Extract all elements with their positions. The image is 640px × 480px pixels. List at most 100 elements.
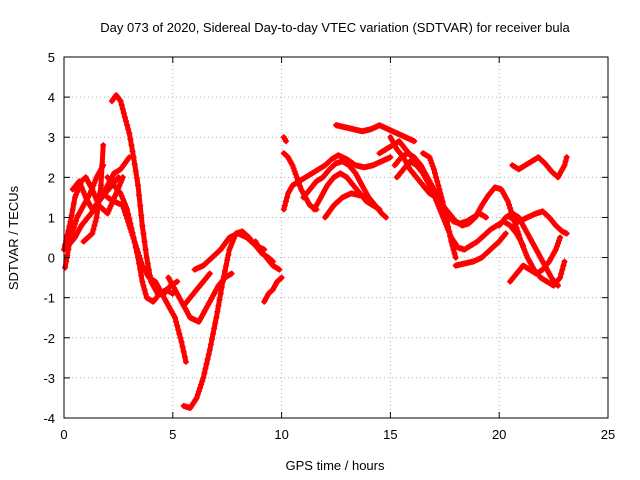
- data-point: [124, 122, 131, 129]
- series-arc-15: [280, 134, 289, 145]
- data-point: [291, 168, 298, 175]
- data-point: [202, 365, 209, 372]
- data-point: [210, 330, 217, 337]
- data-point: [64, 232, 71, 239]
- data-point: [435, 182, 442, 189]
- data-point: [436, 186, 443, 193]
- data-point: [452, 254, 459, 261]
- data-point: [514, 228, 521, 235]
- data-point: [426, 154, 433, 161]
- data-point: [93, 214, 100, 221]
- data-point: [216, 296, 223, 303]
- data-point: [119, 106, 126, 113]
- data-point: [438, 194, 445, 201]
- data-point: [281, 202, 288, 209]
- data-point: [70, 224, 77, 231]
- data-point: [138, 272, 145, 279]
- data-point: [129, 148, 136, 155]
- data-point: [99, 162, 106, 169]
- data-point: [506, 201, 512, 208]
- data-point: [283, 138, 289, 145]
- data-point: [182, 358, 189, 365]
- data-point: [95, 198, 102, 205]
- data-point: [137, 202, 144, 209]
- data-point: [504, 198, 511, 205]
- data-point: [555, 282, 561, 289]
- data-point: [120, 110, 127, 117]
- data-point: [130, 154, 137, 161]
- data-point: [197, 384, 203, 391]
- data-point: [115, 174, 122, 181]
- y-tick-label: -2: [43, 331, 55, 346]
- data-point: [447, 233, 454, 240]
- data-point: [284, 194, 290, 201]
- data-point: [376, 206, 383, 213]
- data-point: [117, 190, 124, 197]
- x-tick-label: 15: [383, 427, 397, 442]
- data-point: [507, 205, 514, 212]
- data-point: [515, 231, 522, 238]
- data-point: [561, 162, 568, 169]
- data-point: [513, 225, 520, 232]
- data-point: [98, 182, 104, 189]
- data-point: [135, 182, 141, 189]
- data-point: [129, 232, 136, 239]
- data-point: [135, 249, 141, 256]
- data-point: [125, 219, 132, 226]
- data-point: [228, 270, 235, 277]
- data-point: [123, 212, 129, 219]
- data-point: [434, 197, 441, 204]
- data-point: [290, 165, 297, 172]
- series-arc-08: [104, 194, 189, 365]
- data-point: [277, 275, 284, 282]
- data-point: [67, 218, 74, 225]
- data-point: [203, 360, 210, 367]
- series-arc-12: [180, 270, 213, 309]
- data-point: [211, 325, 218, 332]
- data-point: [139, 222, 146, 229]
- data-point: [71, 221, 78, 228]
- series-arc-31: [507, 234, 564, 285]
- data-point: [224, 257, 231, 264]
- data-point: [434, 178, 441, 185]
- data-point: [119, 202, 126, 209]
- data-point: [383, 214, 389, 221]
- data-point: [283, 198, 289, 205]
- data-point: [223, 262, 230, 269]
- data-point: [140, 282, 147, 289]
- data-point: [66, 223, 73, 230]
- data-point: [90, 226, 97, 233]
- data-point: [92, 218, 99, 225]
- data-point: [556, 237, 562, 244]
- data-point: [143, 254, 150, 261]
- data-point: [292, 171, 299, 178]
- data-point: [206, 346, 213, 353]
- data-point: [204, 356, 211, 363]
- axes: 0 5 10 15 20 25 -4 -3 -2 -1 0 1 2 3 4 5: [43, 50, 615, 442]
- series-arc-19: [311, 170, 383, 213]
- data-point: [176, 330, 183, 337]
- data-point: [441, 208, 448, 215]
- data-point: [448, 238, 455, 245]
- data-point: [65, 227, 72, 234]
- data-point: [382, 213, 388, 220]
- x-tick-label: 25: [601, 427, 615, 442]
- data-point: [131, 161, 138, 168]
- data-point: [141, 238, 148, 245]
- data-point: [178, 338, 185, 345]
- data-point: [174, 278, 181, 285]
- data-point: [94, 206, 101, 213]
- data-point: [516, 235, 523, 242]
- data-point: [201, 370, 208, 377]
- data-point: [121, 114, 128, 121]
- series-arc-25: [393, 158, 448, 221]
- data-point: [198, 381, 205, 388]
- data-point: [432, 170, 438, 177]
- data-point: [483, 214, 490, 221]
- data-point: [126, 130, 133, 137]
- data-point: [70, 200, 77, 207]
- chart-title: Day 073 of 2020, Sidereal Day-to-day VTE…: [100, 20, 570, 35]
- data-point: [411, 138, 418, 145]
- data-point: [138, 259, 145, 266]
- series-line: [105, 194, 189, 365]
